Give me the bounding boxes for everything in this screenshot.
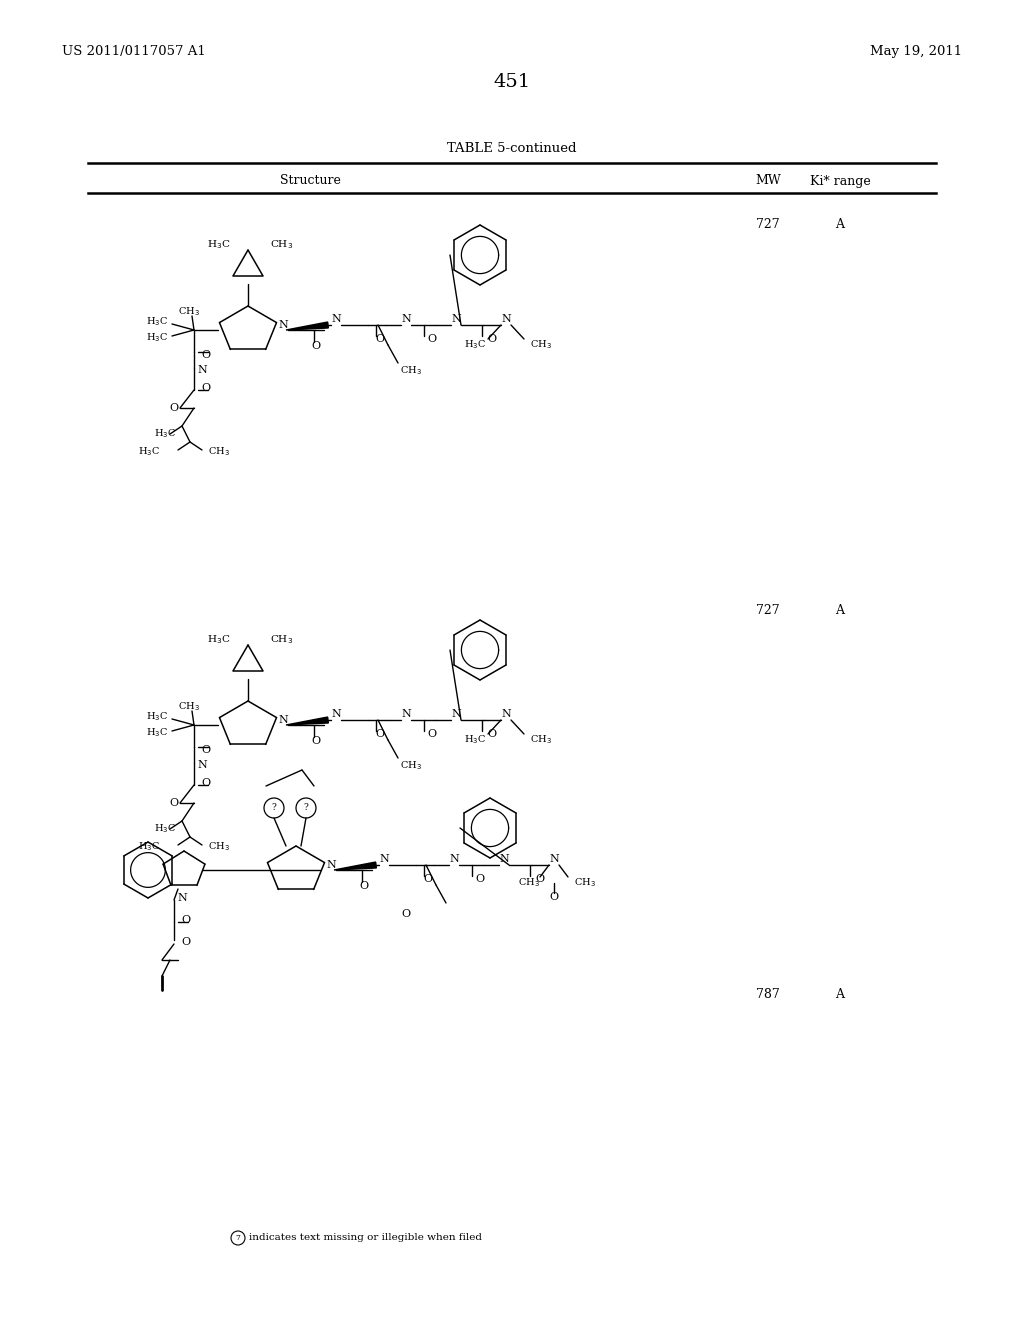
Text: CH$_3$: CH$_3$ <box>530 734 552 746</box>
Text: US 2011/0117057 A1: US 2011/0117057 A1 <box>62 45 206 58</box>
Text: N: N <box>450 854 459 865</box>
Text: O: O <box>359 880 369 891</box>
Text: May 19, 2011: May 19, 2011 <box>869 45 962 58</box>
Text: A: A <box>836 218 845 231</box>
Text: N: N <box>379 854 389 865</box>
Text: indicates text missing or illegible when filed: indicates text missing or illegible when… <box>249 1233 482 1242</box>
Text: CH$_3$: CH$_3$ <box>518 876 540 890</box>
Text: O: O <box>181 915 190 925</box>
Text: H$_3$C: H$_3$C <box>138 446 160 458</box>
Text: O: O <box>311 737 321 746</box>
Text: CH$_3$: CH$_3$ <box>270 634 293 647</box>
Text: H$_3$C: H$_3$C <box>207 239 230 251</box>
Text: A: A <box>836 603 845 616</box>
Text: CH$_3$: CH$_3$ <box>530 339 552 351</box>
Text: CH$_3$: CH$_3$ <box>178 306 200 318</box>
Text: CH$_3$: CH$_3$ <box>574 876 596 890</box>
Text: N: N <box>452 314 461 323</box>
Text: N: N <box>452 709 461 719</box>
Text: H$_3$C: H$_3$C <box>154 822 176 836</box>
Text: N: N <box>549 854 559 865</box>
Text: N: N <box>331 314 341 323</box>
Text: Structure: Structure <box>280 174 340 187</box>
Text: O: O <box>424 874 432 884</box>
Text: N: N <box>401 709 411 719</box>
Text: N: N <box>501 314 511 323</box>
Text: O: O <box>550 892 558 902</box>
Text: N: N <box>279 319 288 330</box>
Polygon shape <box>286 322 329 330</box>
Text: CH$_3$: CH$_3$ <box>270 239 293 251</box>
Text: O: O <box>427 729 436 739</box>
Text: CH$_3$: CH$_3$ <box>400 364 422 378</box>
Text: O: O <box>181 937 190 946</box>
Polygon shape <box>334 862 377 870</box>
Text: 7: 7 <box>236 1234 241 1242</box>
Text: O: O <box>376 334 385 345</box>
Text: H$_3$C: H$_3$C <box>146 710 168 723</box>
Text: CH$_3$: CH$_3$ <box>178 701 200 713</box>
Text: N: N <box>177 894 186 903</box>
Text: TABLE 5-continued: TABLE 5-continued <box>447 141 577 154</box>
Text: 451: 451 <box>494 73 530 91</box>
Text: ?: ? <box>304 804 308 813</box>
Text: N: N <box>198 366 207 375</box>
Text: H$_3$C: H$_3$C <box>154 428 176 441</box>
Text: O: O <box>311 341 321 351</box>
Text: A: A <box>836 989 845 1002</box>
Text: ?: ? <box>271 804 276 813</box>
Text: N: N <box>499 854 509 865</box>
Text: O: O <box>202 744 211 755</box>
Text: O: O <box>475 874 484 884</box>
Text: N: N <box>198 760 207 770</box>
Text: N: N <box>279 715 288 725</box>
Text: O: O <box>487 729 497 739</box>
Text: CH$_3$: CH$_3$ <box>400 759 422 772</box>
Text: 727: 727 <box>756 603 780 616</box>
Text: H$_3$C: H$_3$C <box>146 315 168 329</box>
Text: O: O <box>202 350 211 360</box>
Text: N: N <box>326 861 336 870</box>
Text: MW: MW <box>755 174 781 187</box>
Text: Ki* range: Ki* range <box>810 174 870 187</box>
Text: CH$_3$: CH$_3$ <box>208 446 229 458</box>
Text: O: O <box>427 334 436 345</box>
Text: H$_3$C: H$_3$C <box>464 339 486 351</box>
Text: H$_3$C: H$_3$C <box>138 841 160 854</box>
Text: O: O <box>169 799 178 808</box>
Text: O: O <box>536 874 545 884</box>
Text: H$_3$C: H$_3$C <box>207 634 230 647</box>
Text: 787: 787 <box>756 989 780 1002</box>
Text: H$_3$C: H$_3$C <box>146 331 168 345</box>
Text: N: N <box>331 709 341 719</box>
Text: O: O <box>169 403 178 413</box>
Text: O: O <box>202 383 211 393</box>
Text: O: O <box>376 729 385 739</box>
Text: O: O <box>401 909 411 919</box>
Text: N: N <box>401 314 411 323</box>
Text: 727: 727 <box>756 218 780 231</box>
Text: O: O <box>202 777 211 788</box>
Polygon shape <box>286 717 329 725</box>
Text: O: O <box>487 334 497 345</box>
Text: N: N <box>501 709 511 719</box>
Text: H$_3$C: H$_3$C <box>464 734 486 746</box>
Text: H$_3$C: H$_3$C <box>146 726 168 739</box>
Text: CH$_3$: CH$_3$ <box>208 841 229 854</box>
